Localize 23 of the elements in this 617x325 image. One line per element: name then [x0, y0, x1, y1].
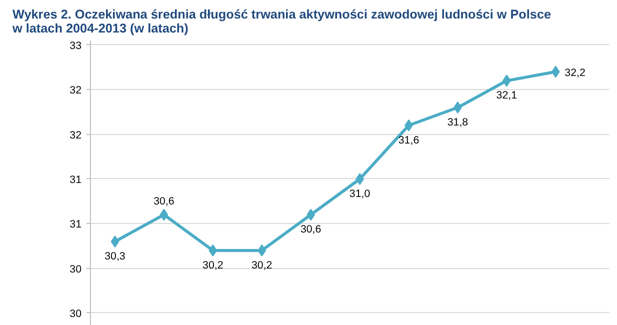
data-label: 31,8 — [447, 116, 468, 129]
point — [160, 208, 168, 221]
data-label: 30,2 — [202, 259, 224, 272]
y-tick-label: 31 — [70, 218, 82, 231]
chart-title: Wykres 2. Oczekiwana średnia długość trwania aktywności zawodowej ludności w Polsce w latach 2004-2013 (w latach) — [12, 8, 552, 36]
y-tick-label: 32 — [70, 129, 82, 142]
data-label: 30,6 — [300, 224, 322, 236]
data-label: 31,0 — [349, 188, 370, 200]
y-tick-label: 30 — [70, 308, 82, 320]
data-label: 31,6 — [398, 134, 420, 146]
y-tick-label: 32 — [70, 84, 82, 97]
data-label: 32,1 — [496, 90, 518, 102]
point — [110, 236, 120, 248]
point — [208, 244, 218, 256]
y-tick-label: 33 — [70, 40, 82, 52]
point — [551, 66, 560, 78]
data-label: 30,2 — [252, 259, 272, 272]
data-label: 32,2 — [564, 66, 586, 79]
data-label: 30,6 — [154, 196, 174, 208]
y-tick-label: 31 — [70, 174, 82, 186]
y-tick-label: 30 — [70, 263, 82, 276]
point — [258, 244, 266, 256]
data-label: 30,3 — [104, 250, 126, 263]
